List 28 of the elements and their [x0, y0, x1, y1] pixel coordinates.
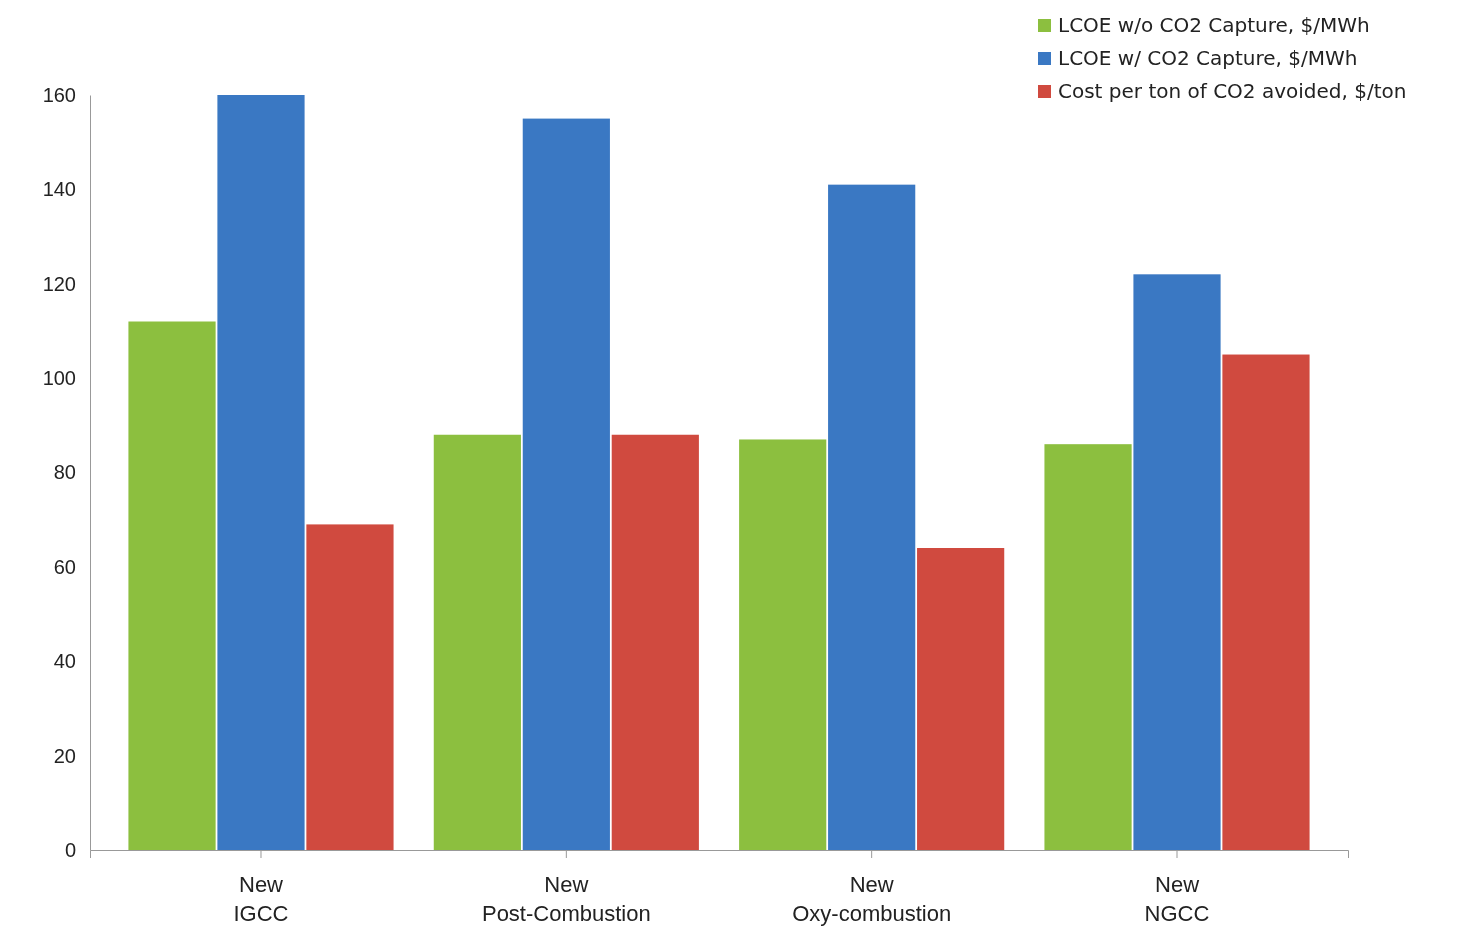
x-tick-label: New NGCC [1144, 872, 1210, 926]
bar [433, 434, 521, 850]
bar [217, 95, 305, 850]
legend-label: Cost per ton of CO2 avoided, $/ton [1058, 79, 1407, 103]
bar [739, 439, 827, 850]
bar [522, 118, 610, 850]
bar [128, 321, 216, 850]
y-tick-label: 60 [53, 555, 76, 578]
bar [1133, 274, 1221, 850]
x-tick-label: New Oxy-combustion [792, 872, 952, 926]
legend-label: LCOE w/o CO2 Capture, $/MWh [1058, 13, 1370, 37]
y-tick-label: 40 [53, 650, 76, 673]
bar [917, 548, 1005, 850]
y-tick-label: 160 [42, 83, 76, 106]
bar [1044, 444, 1132, 850]
y-tick-label: 120 [42, 272, 76, 295]
x-tick-label: New Post-Combustion [481, 872, 651, 926]
y-tick-label: 80 [53, 461, 76, 484]
x-tick-label: New IGCC [233, 872, 289, 926]
y-tick-label: 20 [53, 744, 76, 767]
y-tick-label: 0 [64, 838, 76, 861]
y-tick-label: 100 [42, 367, 76, 390]
bar [611, 434, 699, 850]
y-tick-label: 140 [42, 178, 76, 201]
legend-label: LCOE w/ CO2 Capture, $/MWh [1058, 46, 1358, 70]
bar [1222, 354, 1310, 850]
bar [306, 524, 394, 850]
bar [828, 184, 916, 850]
